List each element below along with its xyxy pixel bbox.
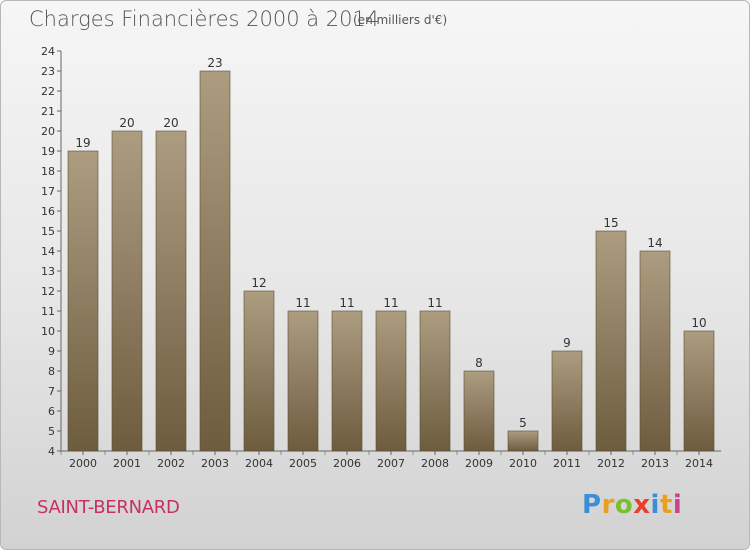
y-tick-label: 14 bbox=[41, 245, 55, 258]
x-tick-label: 2004 bbox=[245, 457, 273, 470]
bar-value-label: 20 bbox=[163, 116, 178, 130]
y-tick-label: 22 bbox=[41, 85, 55, 98]
bar-2005[interactable] bbox=[287, 310, 319, 452]
y-tick-label: 13 bbox=[41, 265, 55, 278]
bar-value-label: 23 bbox=[207, 56, 222, 70]
commune-name: SAINT-BERNARD bbox=[37, 497, 180, 518]
x-tick-label: 2014 bbox=[685, 457, 713, 470]
logo-letter: i bbox=[672, 490, 683, 520]
x-tick-label: 2002 bbox=[157, 457, 185, 470]
bar-2011[interactable] bbox=[551, 350, 583, 452]
logo-letter: r bbox=[601, 490, 615, 520]
bar-layer: 19 20 20 23 12 11 11 11 11 8 5 9 15 14 10 bbox=[67, 56, 715, 452]
bar-value-label: 11 bbox=[383, 296, 398, 310]
proxiti-logo[interactable]: Proxiti bbox=[582, 490, 682, 520]
bar-value-label: 19 bbox=[75, 136, 90, 150]
logo-letter: o bbox=[614, 490, 634, 520]
y-tick-label: 4 bbox=[48, 445, 55, 458]
bar-value-label: 11 bbox=[295, 296, 310, 310]
y-tick-label: 21 bbox=[41, 105, 55, 118]
bar-2013[interactable] bbox=[639, 250, 671, 452]
y-tick-label: 17 bbox=[41, 185, 55, 198]
y-tick-label: 9 bbox=[48, 345, 55, 358]
logo-letter: x bbox=[633, 490, 651, 520]
bar-2003[interactable] bbox=[199, 70, 231, 452]
bar-value-label: 20 bbox=[119, 116, 134, 130]
bar-2000[interactable] bbox=[67, 150, 99, 452]
x-tick-label: 2003 bbox=[201, 457, 229, 470]
y-tick-label: 16 bbox=[41, 205, 55, 218]
bar-value-label: 9 bbox=[563, 336, 571, 350]
y-tick-label: 6 bbox=[48, 405, 55, 418]
bar-2006[interactable] bbox=[331, 310, 363, 452]
x-tick-label: 2007 bbox=[377, 457, 405, 470]
bar-value-label: 15 bbox=[603, 216, 618, 230]
y-tick-label: 20 bbox=[41, 125, 55, 138]
y-tick-label: 24 bbox=[41, 45, 55, 58]
bar-value-label: 14 bbox=[647, 236, 662, 250]
y-tick-label: 23 bbox=[41, 65, 55, 78]
y-tick-label: 18 bbox=[41, 165, 55, 178]
y-tick-label: 8 bbox=[48, 365, 55, 378]
bar-value-label: 5 bbox=[519, 416, 527, 430]
x-tick-label: 2008 bbox=[421, 457, 449, 470]
y-tick-label: 19 bbox=[41, 145, 55, 158]
x-tick-label: 2009 bbox=[465, 457, 493, 470]
bar-value-label: 8 bbox=[475, 356, 483, 370]
bar-value-label: 11 bbox=[339, 296, 354, 310]
bar-2008[interactable] bbox=[419, 310, 451, 452]
chart-subtitle: (en milliers d'€) bbox=[353, 13, 448, 27]
axis-layer: 4 5 6 7 8 9 10 11 12 13 14 15 16 17 18 19 20 21 22 23 24 2000… bbox=[41, 45, 721, 470]
x-tick-label: 2006 bbox=[333, 457, 361, 470]
y-tick-label: 11 bbox=[41, 305, 55, 318]
bar-2007[interactable] bbox=[375, 310, 407, 452]
bar-2001[interactable] bbox=[111, 130, 143, 452]
bar-2009[interactable] bbox=[463, 370, 495, 452]
bar-value-label: 10 bbox=[691, 316, 706, 330]
bar-2014[interactable] bbox=[683, 330, 715, 452]
chart-title: Charges Financières 2000 à 2014 bbox=[29, 7, 380, 31]
bar-2002[interactable] bbox=[155, 130, 187, 452]
logo-letter: t bbox=[659, 490, 673, 520]
x-tick-label: 2011 bbox=[553, 457, 581, 470]
x-tick-label: 2010 bbox=[509, 457, 537, 470]
x-tick-label: 2013 bbox=[641, 457, 669, 470]
bar-2012[interactable] bbox=[595, 230, 627, 452]
bar-value-label: 11 bbox=[427, 296, 442, 310]
y-tick-label: 10 bbox=[41, 325, 55, 338]
logo-letter: P bbox=[582, 490, 602, 520]
y-tick-label: 15 bbox=[41, 225, 55, 238]
y-tick-label: 7 bbox=[48, 385, 55, 398]
x-tick-label: 2000 bbox=[69, 457, 97, 470]
y-tick-label: 12 bbox=[41, 285, 55, 298]
bar-2004[interactable] bbox=[243, 290, 275, 452]
bar-2010[interactable] bbox=[507, 430, 539, 452]
x-tick-label: 2001 bbox=[113, 457, 141, 470]
y-tick-label: 5 bbox=[48, 425, 55, 438]
x-tick-label: 2012 bbox=[597, 457, 625, 470]
bar-value-label: 12 bbox=[251, 276, 266, 290]
logo-letter: i bbox=[650, 490, 660, 520]
x-tick-label: 2005 bbox=[289, 457, 317, 470]
